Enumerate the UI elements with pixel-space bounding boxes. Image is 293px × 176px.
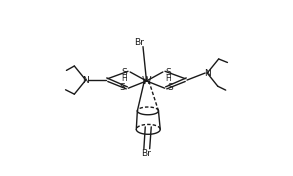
Text: S: S	[166, 68, 171, 77]
Text: H: H	[166, 74, 171, 83]
Text: S: S	[122, 68, 127, 77]
Text: Br: Br	[134, 38, 144, 47]
Text: H: H	[122, 74, 127, 83]
Text: Br: Br	[142, 149, 151, 158]
Text: S: S	[167, 83, 173, 92]
Text: N: N	[204, 68, 211, 78]
Text: W: W	[142, 76, 151, 86]
Text: S: S	[120, 83, 126, 92]
Text: N: N	[82, 76, 89, 85]
